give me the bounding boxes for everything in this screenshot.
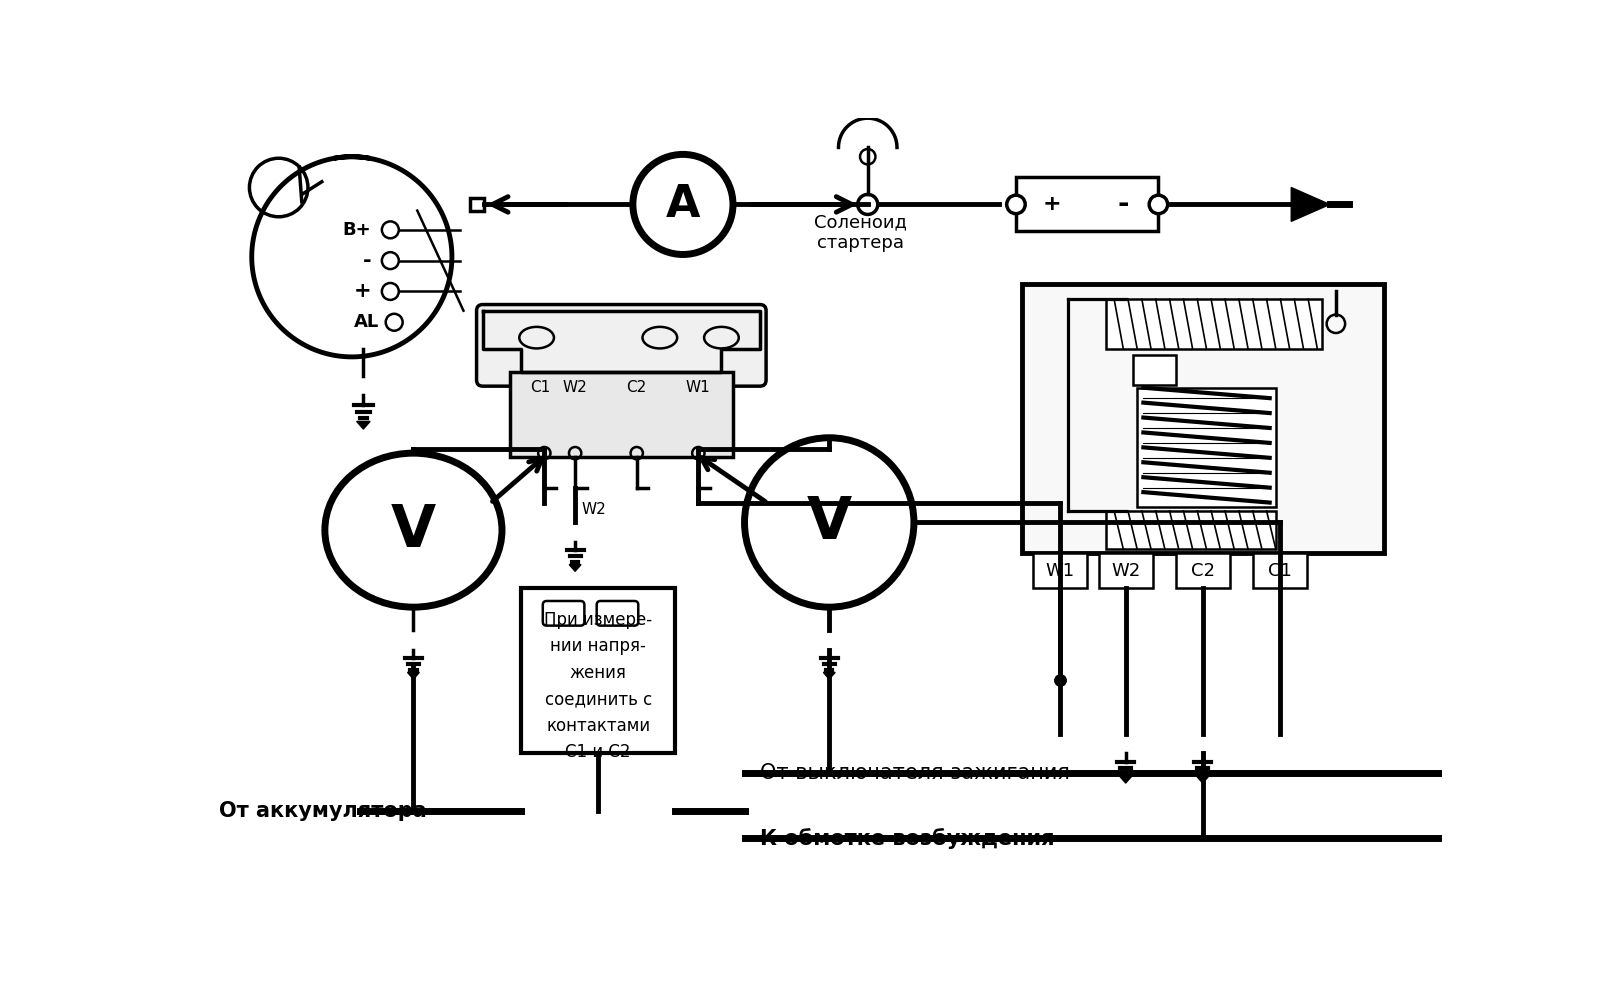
Bar	[471, 198, 484, 212]
Text: C2: C2	[1191, 561, 1215, 579]
Text: -: -	[363, 250, 371, 271]
Bar	[1253, 554, 1307, 588]
Circle shape	[858, 194, 879, 215]
Text: К обмотке возбуждения: К обмотке возбуждения	[759, 827, 1054, 849]
Polygon shape	[356, 422, 371, 429]
Text: V: V	[806, 493, 851, 551]
Text: A: A	[666, 183, 700, 226]
Polygon shape	[408, 673, 419, 679]
Bar	[1106, 299, 1322, 350]
Circle shape	[634, 155, 733, 254]
Circle shape	[1008, 195, 1025, 214]
Circle shape	[1149, 195, 1167, 214]
Text: -: -	[1117, 190, 1128, 219]
Circle shape	[745, 437, 914, 607]
Text: W2: W2	[582, 502, 606, 517]
Ellipse shape	[326, 453, 501, 607]
Text: +: +	[353, 282, 371, 301]
Bar	[521, 588, 675, 754]
FancyBboxPatch shape	[543, 601, 585, 625]
Polygon shape	[1196, 776, 1209, 783]
Bar	[509, 372, 733, 457]
Text: W2: W2	[1111, 561, 1140, 579]
Text: От выключателя зажигания: От выключателя зажигания	[759, 762, 1070, 783]
Bar	[1133, 356, 1175, 384]
Bar	[1022, 284, 1383, 554]
FancyBboxPatch shape	[477, 304, 766, 386]
Polygon shape	[824, 673, 835, 679]
Bar	[1106, 511, 1275, 550]
Bar	[1175, 554, 1230, 588]
Polygon shape	[482, 310, 759, 372]
Text: W1: W1	[1046, 561, 1075, 579]
Text: V: V	[390, 501, 435, 558]
Text: Соленоид
стартера: Соленоид стартера	[814, 213, 906, 252]
Text: C1: C1	[530, 380, 551, 395]
Bar	[1016, 177, 1159, 231]
Polygon shape	[1120, 776, 1132, 783]
Text: При измере-
нии напря-
жения
соединить с
контактами
С1 и С2: При измере- нии напря- жения соединить с…	[545, 611, 653, 761]
Text: AL: AL	[353, 313, 379, 331]
Polygon shape	[1291, 187, 1330, 222]
Text: +: +	[1043, 194, 1061, 215]
Text: От аккумулятора: От аккумулятора	[219, 801, 427, 821]
Text: W2: W2	[563, 380, 587, 395]
Bar	[1033, 554, 1086, 588]
Text: C1: C1	[1267, 561, 1291, 579]
Polygon shape	[569, 564, 580, 571]
Text: C2: C2	[627, 380, 646, 395]
Text: B+: B+	[342, 221, 371, 238]
Bar	[1099, 554, 1153, 588]
Bar	[1136, 388, 1275, 507]
FancyBboxPatch shape	[596, 601, 638, 625]
Text: W1: W1	[687, 380, 711, 395]
